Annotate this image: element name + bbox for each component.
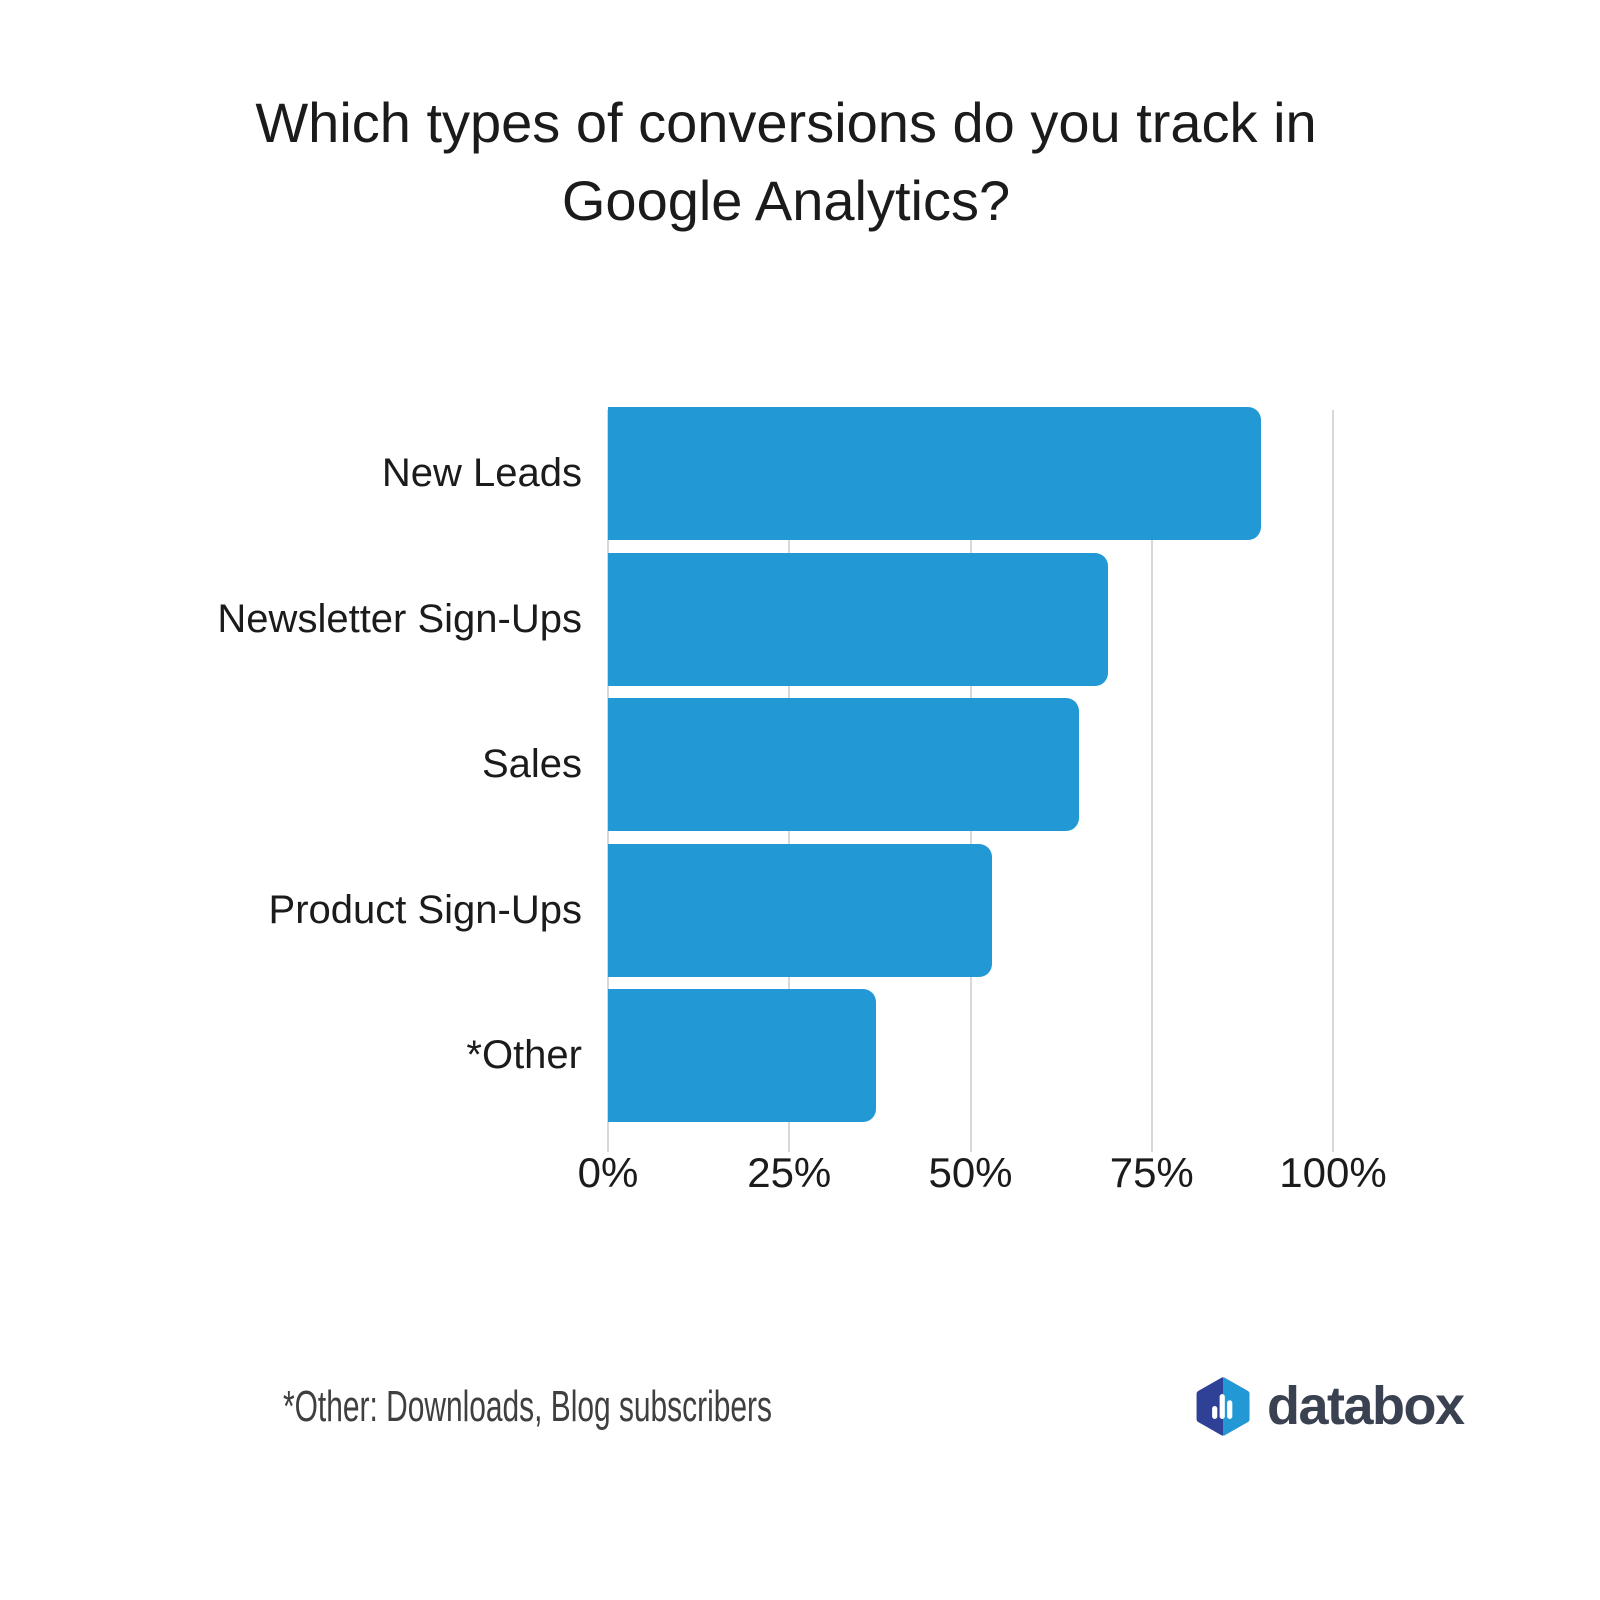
databox-logo: databox — [1195, 1376, 1465, 1437]
hexagon-light-half — [1223, 1377, 1250, 1436]
category-label-product-sign-ups: Product Sign-Ups — [268, 887, 582, 932]
category-label-new-leads: New Leads — [381, 451, 582, 495]
x-tick-label-0: 0% — [577, 1149, 639, 1196]
bar-row-new-leads: New Leads — [382, 407, 1333, 540]
bar-row-newsletter-sign-ups: Newsletter Sign-Ups — [217, 552, 1333, 686]
bar-product-sign-ups — [608, 843, 993, 977]
databox-logo-text: databox — [1267, 1376, 1465, 1436]
logo-bar-small-icon — [1212, 1405, 1218, 1419]
chart-title: Which types of conversions do you track … — [0, 84, 1572, 240]
footnote: *Other: Downloads, Blog subscribers — [283, 1382, 772, 1431]
gridline-100pct — [1332, 410, 1334, 1152]
bar-newsletter-sign-ups — [608, 552, 1109, 686]
chart-title-line-2: Google Analytics? — [561, 169, 1011, 232]
bar-row-sales: Sales — [482, 698, 1333, 831]
logo-bar-medium-icon — [1227, 1400, 1233, 1419]
x-tick-label-50: 50% — [928, 1149, 1013, 1196]
bar-row-other: *Other — [466, 989, 1333, 1122]
plot-area: 0% 25% 50% 75% 100% New Leads Newsletter Sign-… — [217, 407, 1387, 1196]
chart-title-line-1: Which types of conversions do you track … — [255, 91, 1317, 154]
category-label-newsletter-sign-ups: Newsletter Sign-Ups — [217, 596, 582, 641]
databox-logo-icon — [1196, 1377, 1250, 1436]
x-tick-label-25: 25% — [747, 1149, 832, 1196]
bar-new-leads — [608, 407, 1261, 540]
category-label-sales: Sales — [481, 742, 582, 786]
bar-row-product-sign-ups: Product Sign-Ups — [269, 843, 1333, 977]
logo-bar-tall-icon — [1219, 1394, 1225, 1419]
bar-other — [608, 989, 877, 1122]
bar-sales — [608, 698, 1080, 831]
category-label-other: *Other — [466, 1033, 582, 1077]
x-tick-label-100: 100% — [1279, 1149, 1387, 1196]
gridline-75pct — [1150, 410, 1153, 1152]
x-tick-label-75: 75% — [1109, 1149, 1194, 1196]
